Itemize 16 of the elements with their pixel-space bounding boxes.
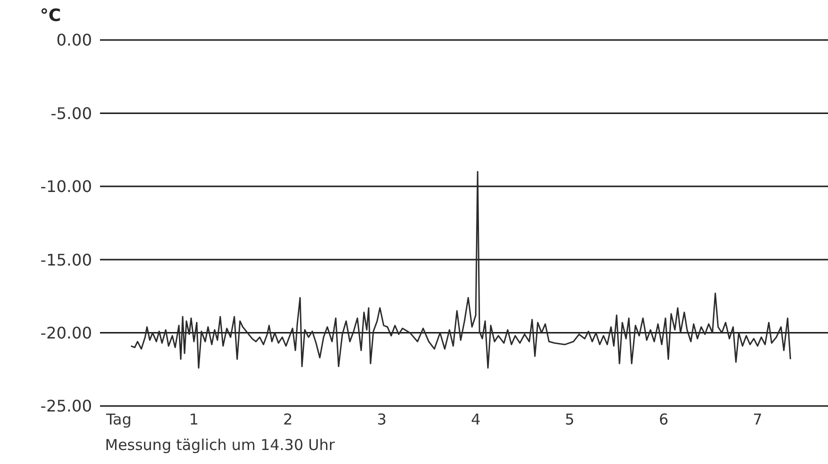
x-tick-label: 4 (470, 410, 481, 429)
y-tick-label: -20.00 (40, 323, 92, 342)
y-tick-label: -25.00 (40, 396, 92, 416)
x-tick-label: 7 (752, 410, 762, 429)
x-tick-label: 5 (564, 410, 574, 429)
y-tick-label: 0.00 (56, 30, 92, 50)
x-tick-label: 6 (658, 410, 668, 429)
x-tick-label: 1 (189, 410, 199, 429)
y-tick-label: -5.00 (50, 104, 92, 123)
y-axis-title: °C (40, 6, 61, 26)
x-tick-label: Tag (105, 410, 132, 429)
y-tick-label: -10.00 (40, 177, 92, 196)
text: Messung täglich um 14.30 Uhr (105, 436, 335, 454)
y-tick-label: -15.00 (40, 250, 92, 270)
x-tick-label: 2 (283, 410, 293, 429)
x-tick-label: 3 (377, 410, 387, 429)
